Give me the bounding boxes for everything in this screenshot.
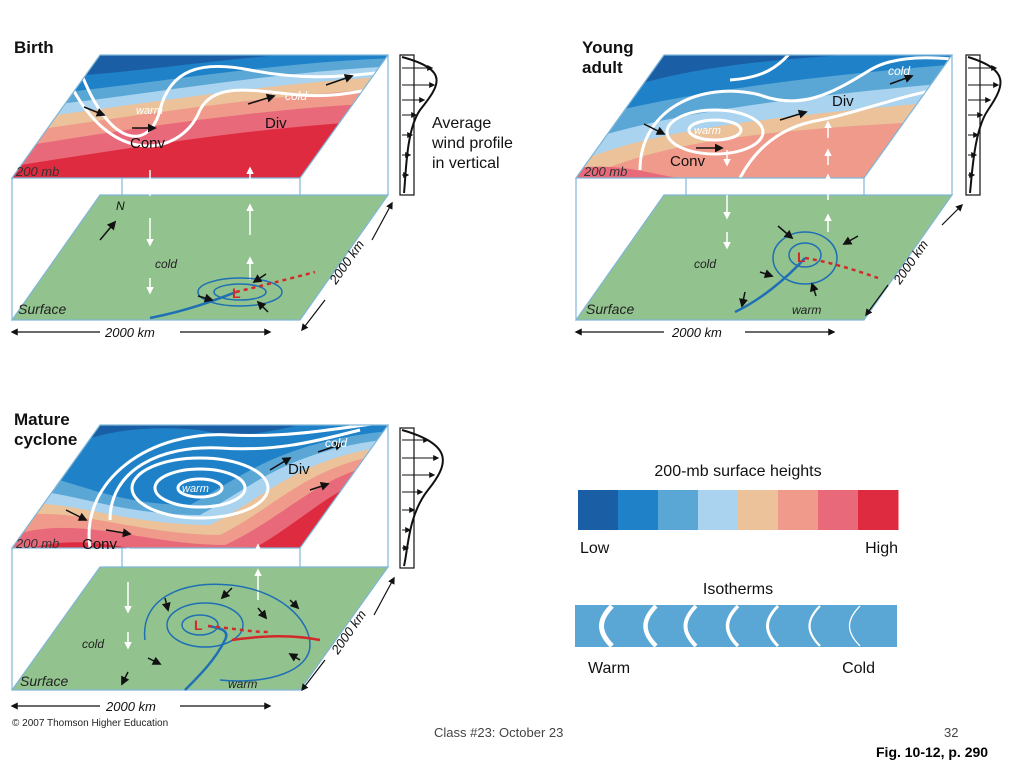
height-swatch-6: [778, 490, 819, 530]
north-arrow-icon: [99, 220, 117, 241]
label-width: 2000 km: [104, 325, 155, 340]
surface-low-system: [149, 270, 316, 320]
vertical-motion-arrows: [124, 543, 262, 650]
height-swatch-2: [618, 490, 659, 530]
top-plane-200mb: [576, 55, 952, 178]
top-plane-200mb: [12, 55, 388, 178]
wind-note-line2: wind profile: [432, 135, 513, 152]
label-warm-surface: warm: [792, 303, 821, 317]
title-birth: Birth: [14, 38, 54, 57]
wind-profile-icon: [399, 427, 444, 569]
label-width: 2000 km: [105, 699, 156, 714]
low-symbol: L: [232, 285, 241, 301]
upper-wind-arrows: [83, 74, 354, 133]
surface-plane: [10, 194, 390, 321]
label-cold: cold: [285, 89, 307, 103]
label-surface: Surface: [586, 301, 634, 317]
label-conv: Conv: [670, 153, 706, 170]
label-cold-surface: cold: [155, 257, 177, 271]
label-div: Div: [288, 461, 310, 478]
surface-low-system: [734, 225, 879, 314]
isotherm-arcs: [599, 604, 861, 648]
cold-front: [734, 257, 806, 314]
wind-note-line1: Average: [432, 115, 492, 132]
label-div: Div: [265, 115, 287, 132]
surface-low-system: [121, 583, 321, 691]
label-conv: Conv: [82, 536, 118, 553]
label-warm: warm: [182, 483, 209, 495]
height-color-swatches: [578, 490, 899, 530]
label-warm: warm: [136, 105, 163, 117]
height-swatch-5: [738, 490, 779, 530]
dimension-arrows: [574, 203, 964, 336]
page-number: 32: [944, 725, 959, 740]
dimension-arrows: [10, 576, 395, 710]
vertical-motion-arrows: [146, 166, 254, 295]
title-young-line2: adult: [582, 58, 623, 77]
legend-isotherms-cold: Cold: [842, 660, 875, 677]
wind-profile-note: Average wind profile in vertical: [432, 114, 513, 174]
title-mature-cyclone: Mature cyclone: [14, 410, 77, 450]
label-cold: cold: [325, 436, 347, 450]
legend-200mb-heights: 200-mb surface heights Low High: [578, 463, 899, 557]
legend-isotherms-warm: Warm: [588, 660, 630, 677]
label-200mb: 200 mb: [583, 164, 627, 179]
height-swatch-3: [658, 490, 699, 530]
wind-note-line3: in vertical: [432, 155, 500, 172]
label-cold: cold: [888, 64, 910, 78]
surface-plane: [574, 194, 954, 321]
dimension-arrows: [10, 201, 393, 336]
title-mature-line2: cyclone: [14, 430, 78, 449]
panel-birth: warm cold Conv Div 200 mb Surface cold N…: [10, 54, 438, 340]
copyright: © 2007 Thomson Higher Education: [12, 718, 169, 729]
label-conv: Conv: [130, 135, 166, 152]
legend-heights-title: 200-mb surface heights: [654, 463, 821, 480]
panel-mature-cyclone: warm cold Conv Div 200 mb Surface cold w…: [10, 424, 444, 714]
label-surface: Surface: [18, 301, 66, 317]
legend-heights-high: High: [865, 540, 898, 557]
panel-young-adult: warm cold Conv Div 200 mb Surface cold w…: [574, 54, 1002, 340]
height-swatch-7: [818, 490, 859, 530]
legend-isotherms-title: Isotherms: [703, 581, 773, 598]
wind-profile-icon: [965, 54, 1002, 196]
label-cold-surface: cold: [82, 637, 104, 651]
warm-front: [235, 270, 316, 294]
low-symbol: L: [194, 617, 203, 633]
upper-wind-arrows: [65, 442, 344, 538]
isotherm-bar: [575, 605, 897, 647]
title-young-line1: Young: [582, 38, 634, 57]
legend-heights-low: Low: [580, 540, 610, 557]
upper-wind-arrows: [643, 74, 914, 153]
title-young-adult: Young adult: [582, 38, 634, 78]
label-200mb: 200 mb: [15, 164, 59, 179]
wind-profile-icon: [399, 54, 438, 196]
label-div: Div: [832, 93, 854, 110]
height-swatch-1: [578, 490, 619, 530]
footer-class-date: Class #23: October 23: [434, 725, 564, 740]
low-symbol: L: [797, 249, 806, 265]
vertical-motion-arrows: [723, 120, 832, 250]
legend-isotherms: Isotherms Warm Cold: [575, 581, 897, 677]
figure-reference: Fig. 10-12, p. 290: [876, 744, 989, 760]
label-width: 2000 km: [671, 325, 722, 340]
label-warm-surface: warm: [228, 677, 257, 691]
label-surface: Surface: [20, 673, 68, 689]
height-swatch-8: [858, 490, 899, 530]
label-cold-surface: cold: [694, 257, 716, 271]
title-mature-line1: Mature: [14, 410, 70, 429]
height-swatch-4: [698, 490, 739, 530]
cold-front: [149, 290, 237, 320]
label-warm: warm: [694, 125, 721, 137]
label-200mb: 200 mb: [15, 536, 59, 551]
label-north: N: [116, 199, 125, 213]
top-plane-200mb: [12, 425, 388, 548]
